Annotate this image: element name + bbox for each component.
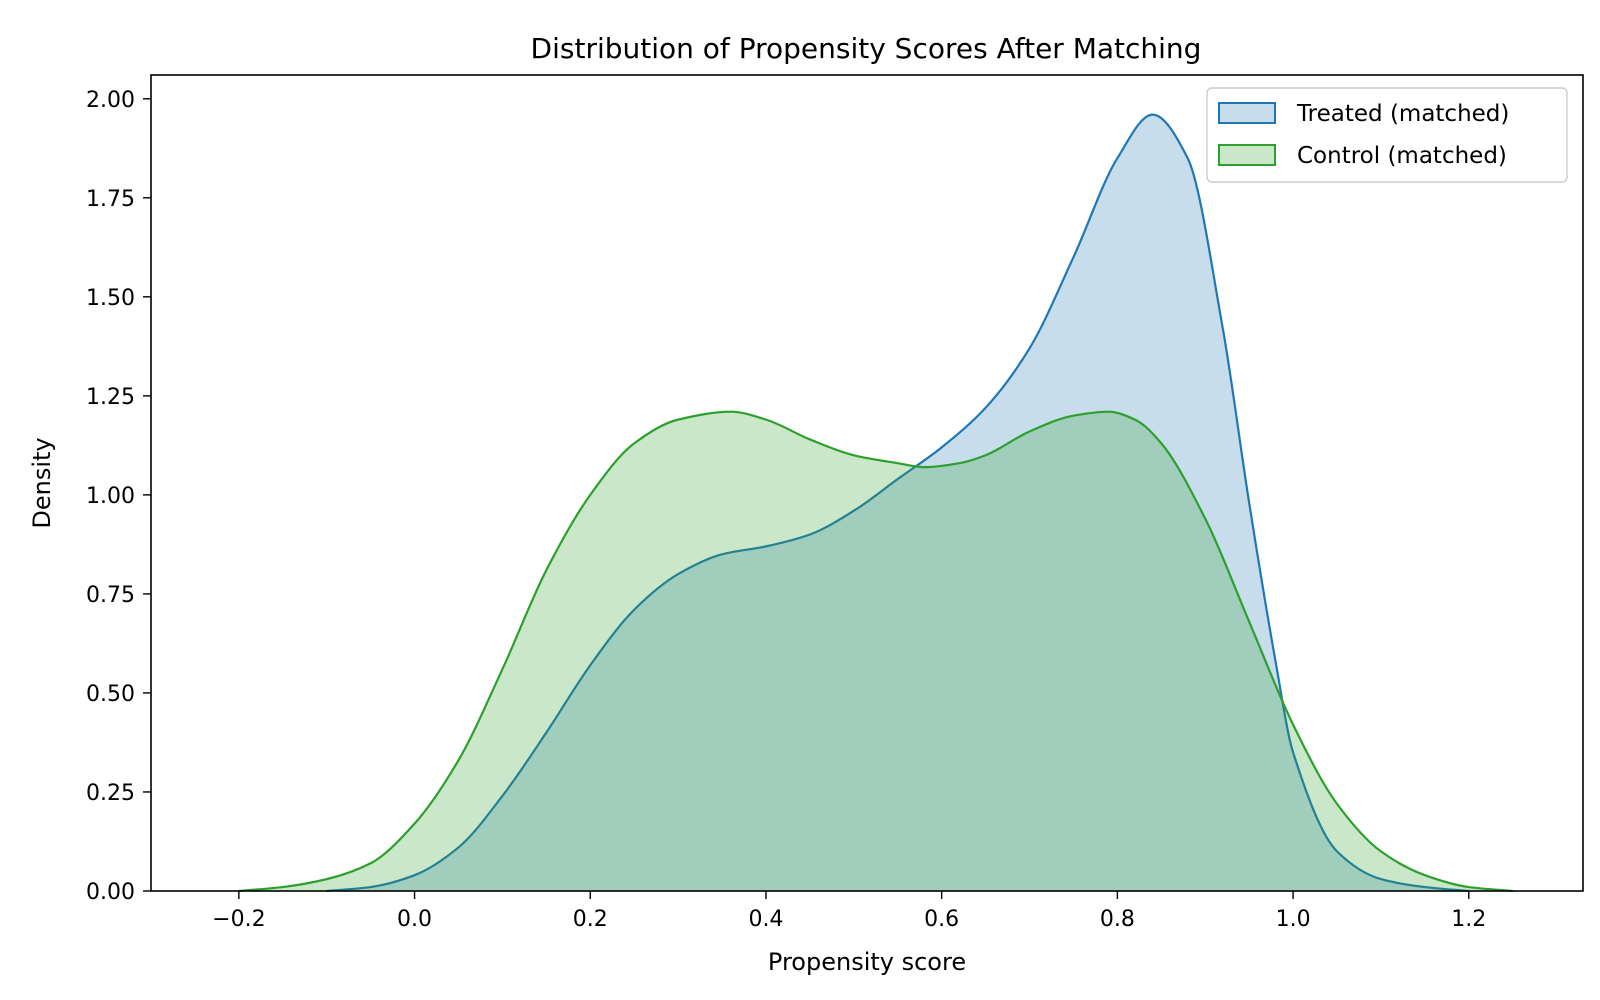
x-tick-label: 0.4 [748,907,783,932]
legend-box [1206,87,1568,183]
y-tick-label: 1.25 [86,385,135,410]
y-tick-label: 1.75 [86,187,135,212]
series-layer [238,113,1513,893]
legend-swatch-treated-matched [1218,102,1276,124]
y-axis-ticks: 0.00 0.25 0.50 0.75 1.00 1.25 1.50 1.75 2.00 [86,88,151,905]
x-tick-label: 0.6 [924,907,959,932]
y-tick-label: 0.25 [86,781,135,806]
series-line-treated-matched [326,113,1469,893]
x-tick-label: 0.0 [397,907,432,932]
y-tick-label: 1.50 [86,286,135,311]
x-tick-label: 0.8 [1100,907,1135,932]
y-tick-label: 0.00 [86,880,135,905]
y-tick-label: 1.00 [86,484,135,509]
series-line-control-matched [238,410,1513,893]
chart-title: Distribution of Propensity Scores After … [531,32,1202,65]
plot-frame [150,74,1584,892]
series-area-treated-matched [326,114,1469,892]
x-tick-label: 0.2 [573,907,608,932]
x-axis-ticks: −0.2 0.0 0.2 0.4 0.6 0.8 1.0 1.2 [212,891,1486,932]
x-tick-label: 1.2 [1451,907,1486,932]
legend-label-control-matched: Control (matched) [1297,143,1507,169]
legend: Treated (matched) Control (matched) [1206,87,1568,183]
x-tick-label: 1.0 [1276,907,1311,932]
y-tick-label: 0.50 [86,682,135,707]
legend-label-treated-matched: Treated (matched) [1296,101,1509,127]
y-axis-label: Density [28,437,56,528]
x-tick-label: −0.2 [212,907,265,932]
x-axis-label: Propensity score [768,948,966,976]
y-tick-label: 0.75 [86,583,135,608]
y-tick-label: 2.00 [86,88,135,113]
legend-swatch-control-matched [1218,144,1276,166]
series-area-control-matched [238,411,1513,891]
